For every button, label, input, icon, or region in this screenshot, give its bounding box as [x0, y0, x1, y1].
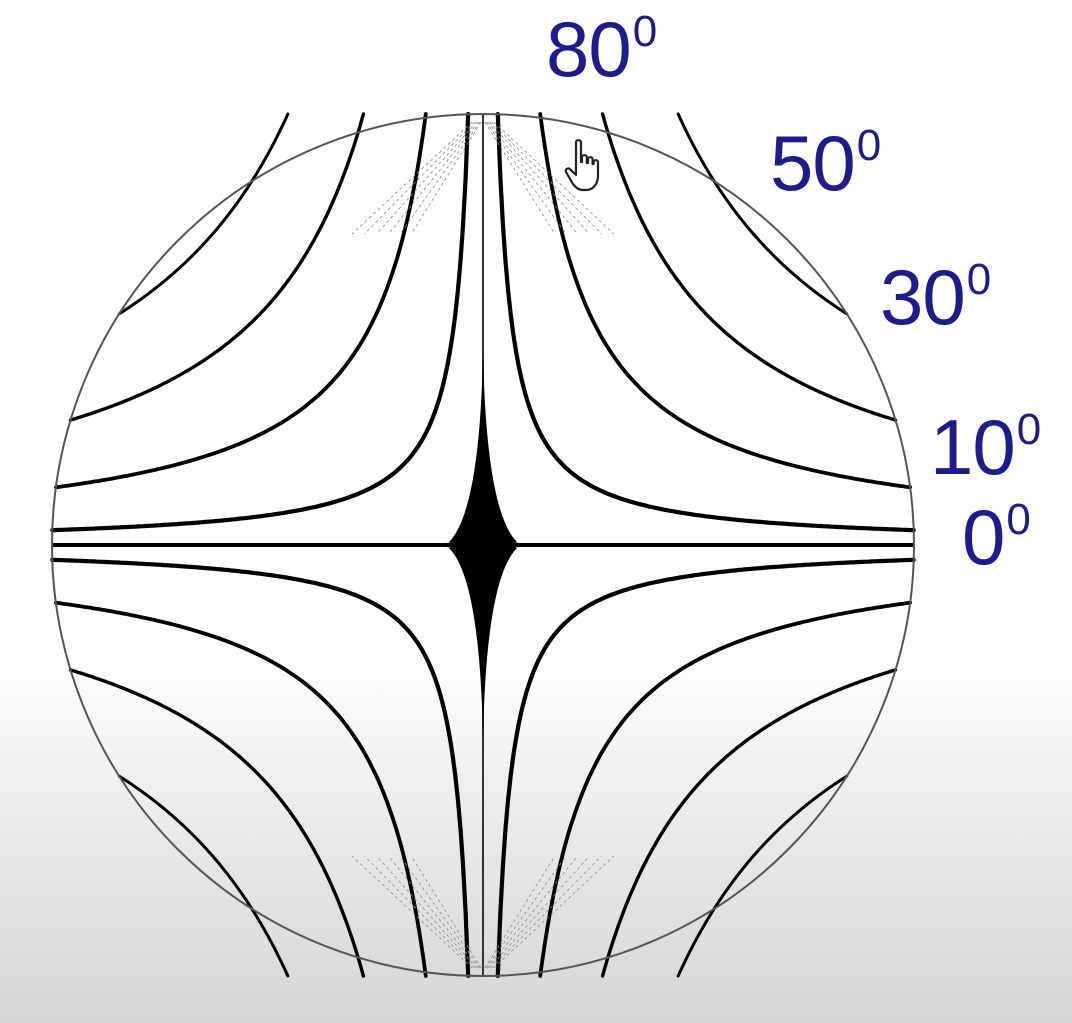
polar-fine-line [410, 121, 482, 235]
isochromatic-curves [50, 111, 916, 979]
polar-fine-line [485, 855, 567, 969]
polar-fine-line [399, 855, 481, 969]
polar-fine-line [364, 121, 475, 235]
label-50-degrees: 500 [770, 121, 882, 203]
isochromatic-curve [68, 668, 366, 978]
hand-pointer-icon [564, 139, 600, 192]
isochromatic-curve [538, 600, 912, 978]
isochromatic-curve [676, 774, 849, 978]
label-30-degree-mark: 0 [966, 255, 992, 304]
label-10-value: 10 [930, 403, 1016, 491]
polar-fine-line [364, 855, 475, 969]
label-10-degree-mark: 0 [1016, 405, 1042, 454]
label-50-degree-mark: 0 [856, 121, 882, 170]
label-0-degrees: 00 [962, 495, 1031, 577]
isochromatic-curve [50, 557, 471, 979]
isochromatic-curve [495, 111, 916, 533]
label-80-degrees: 800 [546, 7, 658, 89]
outer-circle [51, 113, 915, 977]
polar-fine-line [489, 121, 590, 235]
polar-fine-line [491, 121, 602, 235]
isochromatic-curve [54, 600, 428, 978]
label-0-degree-mark: 0 [1006, 495, 1031, 544]
isochromatic-curve [600, 112, 898, 422]
polar-fine-line [484, 121, 556, 235]
isochromatic-curve [117, 112, 290, 316]
polar-fine-line [376, 121, 477, 235]
label-30-value: 30 [880, 253, 966, 341]
isochromatic-curve [600, 668, 898, 978]
polar-fine-line [489, 855, 590, 969]
polar-fine-line [399, 121, 481, 235]
isochromatic-curve [495, 557, 916, 979]
isochromatic-curve [538, 112, 912, 490]
label-80-degree-mark: 0 [632, 7, 658, 56]
polar-fine-line [410, 855, 482, 969]
isochromatic-curve [676, 112, 849, 316]
polar-fine-line [376, 855, 477, 969]
label-80-value: 80 [546, 5, 632, 93]
polar-fine-line [491, 855, 602, 969]
label-10-degrees: 100 [930, 405, 1042, 487]
isochromatic-curve [54, 112, 428, 490]
label-50-value: 50 [770, 119, 856, 207]
isochromatic-curve [68, 112, 366, 422]
label-0-value: 0 [962, 493, 1005, 581]
polar-fine-line [484, 855, 556, 969]
central-cross [308, 350, 658, 740]
isochromatic-curve [50, 111, 471, 533]
label-30-degrees: 300 [880, 255, 992, 337]
isochromatic-curve [117, 774, 290, 978]
polar-fine-line [485, 121, 567, 235]
